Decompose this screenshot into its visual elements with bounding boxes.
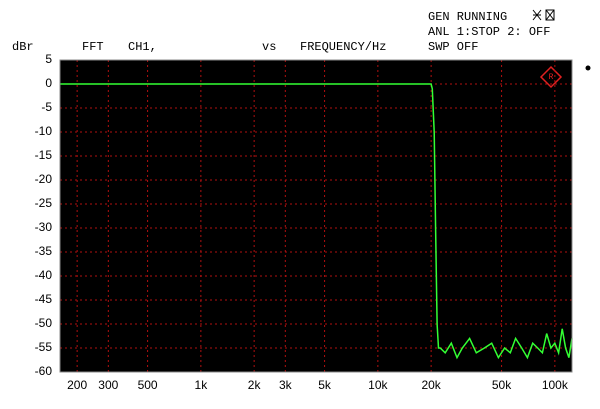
y-axis-label: dBr (12, 40, 34, 54)
x-tick-label: 300 (98, 378, 118, 392)
logo: R (539, 65, 563, 89)
status-line: SWP OFF (428, 40, 478, 54)
y-tick-label: -35 (35, 244, 53, 258)
y-tick-label: -50 (35, 316, 53, 330)
x-tick-label: 20k (421, 378, 441, 392)
y-tick-label: -15 (35, 148, 53, 162)
x-tick-label: 3k (279, 378, 293, 392)
data-line (60, 83, 573, 360)
x-tick-label: 10k (368, 378, 388, 392)
y-tick-label: -10 (35, 124, 53, 138)
y-tick-label: -55 (35, 340, 53, 354)
status-icons (532, 9, 555, 21)
header-vs: vs (262, 40, 276, 54)
y-tick-label: -40 (35, 268, 53, 282)
x-tick-label: 2k (248, 378, 262, 392)
y-tick-label: -5 (41, 100, 52, 114)
y-tick-label: -25 (35, 196, 53, 210)
x-tick-label: 100k (542, 378, 569, 392)
y-tick-label: -30 (35, 220, 53, 234)
status-line: ANL 1:STOP 2: OFF (428, 25, 550, 39)
x-tick-label: 500 (138, 378, 158, 392)
y-tick-label: 0 (45, 76, 52, 90)
x-tick-label: 1k (195, 378, 209, 392)
header-mode: FFT (82, 40, 104, 54)
y-tick-label: 5 (45, 52, 52, 66)
y-tick-label: -60 (35, 364, 53, 378)
plot-border (59, 59, 573, 373)
status-line: GEN RUNNING (428, 10, 507, 24)
y-tick-label: -20 (35, 172, 53, 186)
header-channel: CH1, (128, 40, 157, 54)
x-tick-label: 200 (67, 378, 87, 392)
x-tick-label: 5k (318, 378, 332, 392)
x-axis-label: FREQUENCY/Hz (300, 40, 386, 54)
plot-area (60, 60, 572, 372)
x-tick-label: 50k (492, 378, 512, 392)
y-tick-label: -45 (35, 292, 53, 306)
svg-text:R: R (549, 73, 554, 82)
marker-dot (585, 65, 591, 71)
